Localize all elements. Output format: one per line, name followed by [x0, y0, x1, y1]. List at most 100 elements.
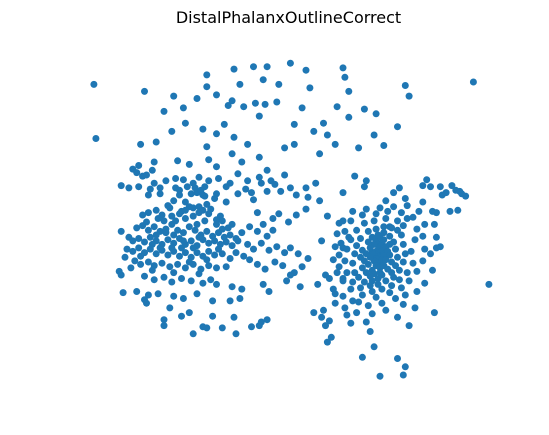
scatter-point [286, 271, 294, 279]
scatter-point [129, 165, 137, 173]
scatter-point [226, 255, 234, 262]
scatter-point [397, 231, 405, 239]
scatter-point [168, 212, 176, 220]
scatter-point [135, 183, 143, 191]
scatter-point [259, 280, 267, 288]
scatter-point [199, 191, 207, 199]
scatter-point [322, 271, 329, 279]
scatter-point [90, 80, 98, 88]
scatter-point [405, 277, 413, 285]
scatter-point [170, 92, 178, 100]
scatter-point [117, 227, 125, 235]
scatter-point [195, 270, 203, 278]
scatter-point [263, 232, 271, 240]
scatter-point [323, 212, 331, 220]
scatter-point [144, 226, 152, 234]
scatter-point [152, 138, 160, 146]
scatter-point [351, 172, 359, 180]
scatter-point [203, 256, 211, 264]
scatter-point [360, 183, 368, 191]
scatter-point [323, 131, 331, 139]
scatter-point [150, 158, 158, 166]
scatter-point [390, 238, 398, 246]
scatter-point [193, 249, 201, 257]
scatter-point [195, 209, 203, 217]
scatter-point [277, 187, 285, 195]
scatter-point [360, 105, 368, 113]
scatter-point [462, 192, 470, 200]
scatter-point [349, 207, 357, 215]
scatter-point [168, 278, 176, 286]
scatter-point [244, 240, 252, 248]
scatter-point [133, 224, 141, 232]
scatter-point [339, 292, 347, 300]
scatter-point [403, 269, 411, 277]
scatter-point [415, 207, 423, 215]
scatter-point [275, 80, 283, 88]
scatter-point [355, 273, 363, 281]
scatter-point [234, 237, 242, 245]
scatter-point [360, 219, 368, 227]
scatter-point [255, 112, 263, 120]
scatter-point [168, 244, 176, 252]
scatter-point [218, 225, 226, 233]
scatter-point [394, 123, 401, 131]
scatter-point [215, 245, 222, 253]
scatter-point [302, 205, 310, 213]
scatter-point [238, 158, 246, 166]
scatter-point [257, 179, 265, 187]
scatter-point [117, 271, 125, 279]
scatter-point [228, 220, 236, 228]
scatter-point [403, 202, 411, 210]
scatter-point [306, 84, 314, 92]
scatter-point [279, 262, 287, 270]
scatter-point [143, 218, 150, 226]
scatter-point [421, 245, 429, 253]
scatter-point [401, 82, 409, 89]
scatter-point [419, 198, 427, 206]
scatter-point [119, 289, 127, 297]
scatter-point [135, 244, 143, 252]
scatter-point [370, 217, 378, 225]
scatter-point [409, 259, 417, 267]
scatter-point [419, 182, 427, 190]
scatter-point [395, 276, 403, 284]
scatter-point [139, 211, 147, 219]
scatter-point [144, 291, 152, 299]
scatter-point [181, 206, 189, 214]
scatter-point [263, 63, 271, 71]
scatter-point [275, 210, 283, 218]
scatter-point [358, 353, 366, 361]
scatter-point [351, 269, 359, 277]
scatter-point [152, 206, 160, 214]
scatter-point [372, 293, 380, 301]
scatter-point [207, 276, 215, 284]
scatter-point [349, 259, 357, 267]
scatter-point [213, 130, 220, 138]
scatter-point [292, 211, 300, 219]
scatter-point [374, 280, 382, 288]
scatter-point [193, 290, 201, 298]
scatter-point [430, 309, 438, 317]
scatter-point [390, 203, 398, 211]
scatter-point [253, 209, 261, 217]
scatter-point [382, 197, 390, 205]
scatter-point [343, 245, 351, 253]
scatter-point [244, 140, 252, 148]
scatter-point [203, 83, 211, 91]
scatter-point [172, 217, 180, 225]
scatter-point [286, 184, 294, 192]
scatter-point [179, 104, 187, 112]
scatter-point [259, 220, 267, 228]
scatter-point [362, 269, 370, 277]
scatter-point [228, 283, 236, 291]
scatter-point [392, 245, 399, 253]
scatter-point [92, 135, 100, 142]
scatter-point [240, 252, 248, 260]
scatter-point [362, 205, 370, 213]
scatter-point [271, 258, 279, 266]
scatter-point [399, 240, 407, 248]
scatter-point [222, 238, 230, 246]
scatter-point [386, 289, 394, 297]
scatter-point [154, 215, 162, 222]
